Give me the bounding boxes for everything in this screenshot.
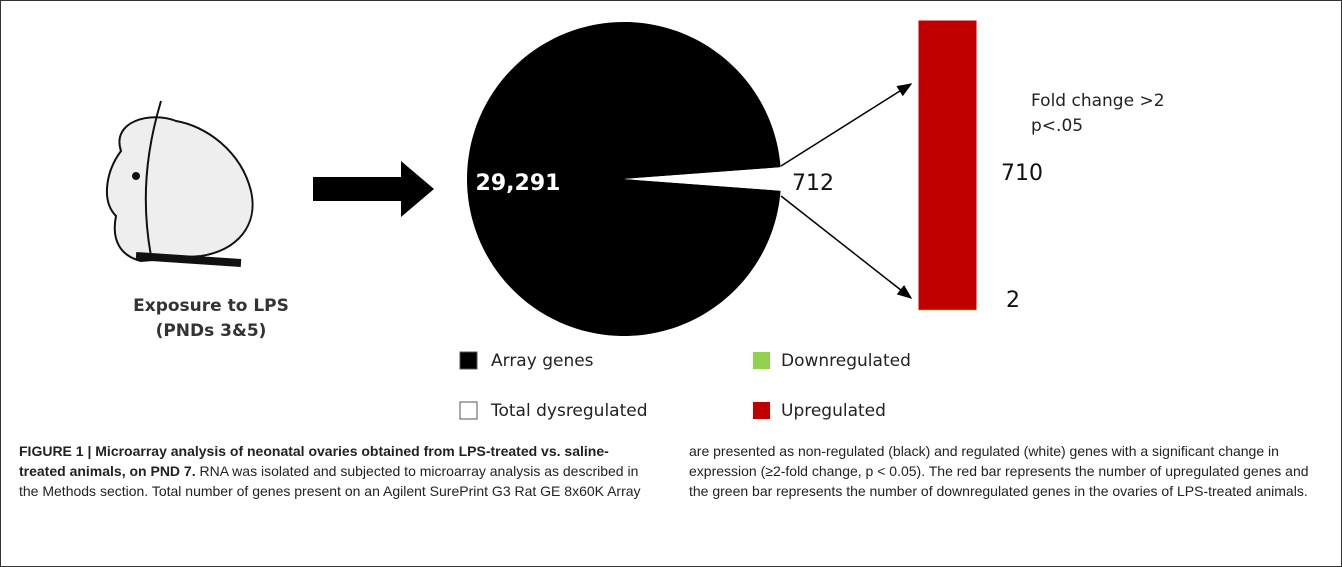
legend-swatch xyxy=(753,402,770,419)
legend: Array genes Total dysregulated Downregulat… xyxy=(460,351,911,421)
legend-label: Upregulated xyxy=(781,401,886,421)
legend-label: Total dysregulated xyxy=(490,401,648,421)
legend-swatch xyxy=(460,352,477,369)
value-label: 712 xyxy=(792,171,834,196)
figure: Exposure to LPS (PNDs 3&5) Array genes To… xyxy=(0,0,1342,567)
legend-swatch xyxy=(753,352,770,369)
exposure-label: Exposure to LPS xyxy=(133,296,289,316)
legend-label: Array genes xyxy=(491,351,594,371)
value-label: 29,291 xyxy=(476,171,561,196)
legend-swatch xyxy=(460,402,477,419)
bar-segment xyxy=(919,21,976,309)
diagram: Exposure to LPS (PNDs 3&5) Array genes To… xyxy=(1,1,1341,436)
arrow xyxy=(781,84,911,166)
value-label: 710 xyxy=(1001,161,1043,186)
exposure-label: (PNDs 3&5) xyxy=(156,321,267,341)
arrow xyxy=(781,196,911,298)
caption: FIGURE 1 | Microarray analysis of neonat… xyxy=(19,441,1319,501)
big-arrow xyxy=(313,161,434,217)
annotation: p<.05 xyxy=(1031,116,1083,136)
annotation: Fold change >2 xyxy=(1031,91,1165,111)
legend-label: Downregulated xyxy=(781,351,911,371)
value-label: 2 xyxy=(1006,288,1020,313)
rat-icon xyxy=(107,101,253,263)
